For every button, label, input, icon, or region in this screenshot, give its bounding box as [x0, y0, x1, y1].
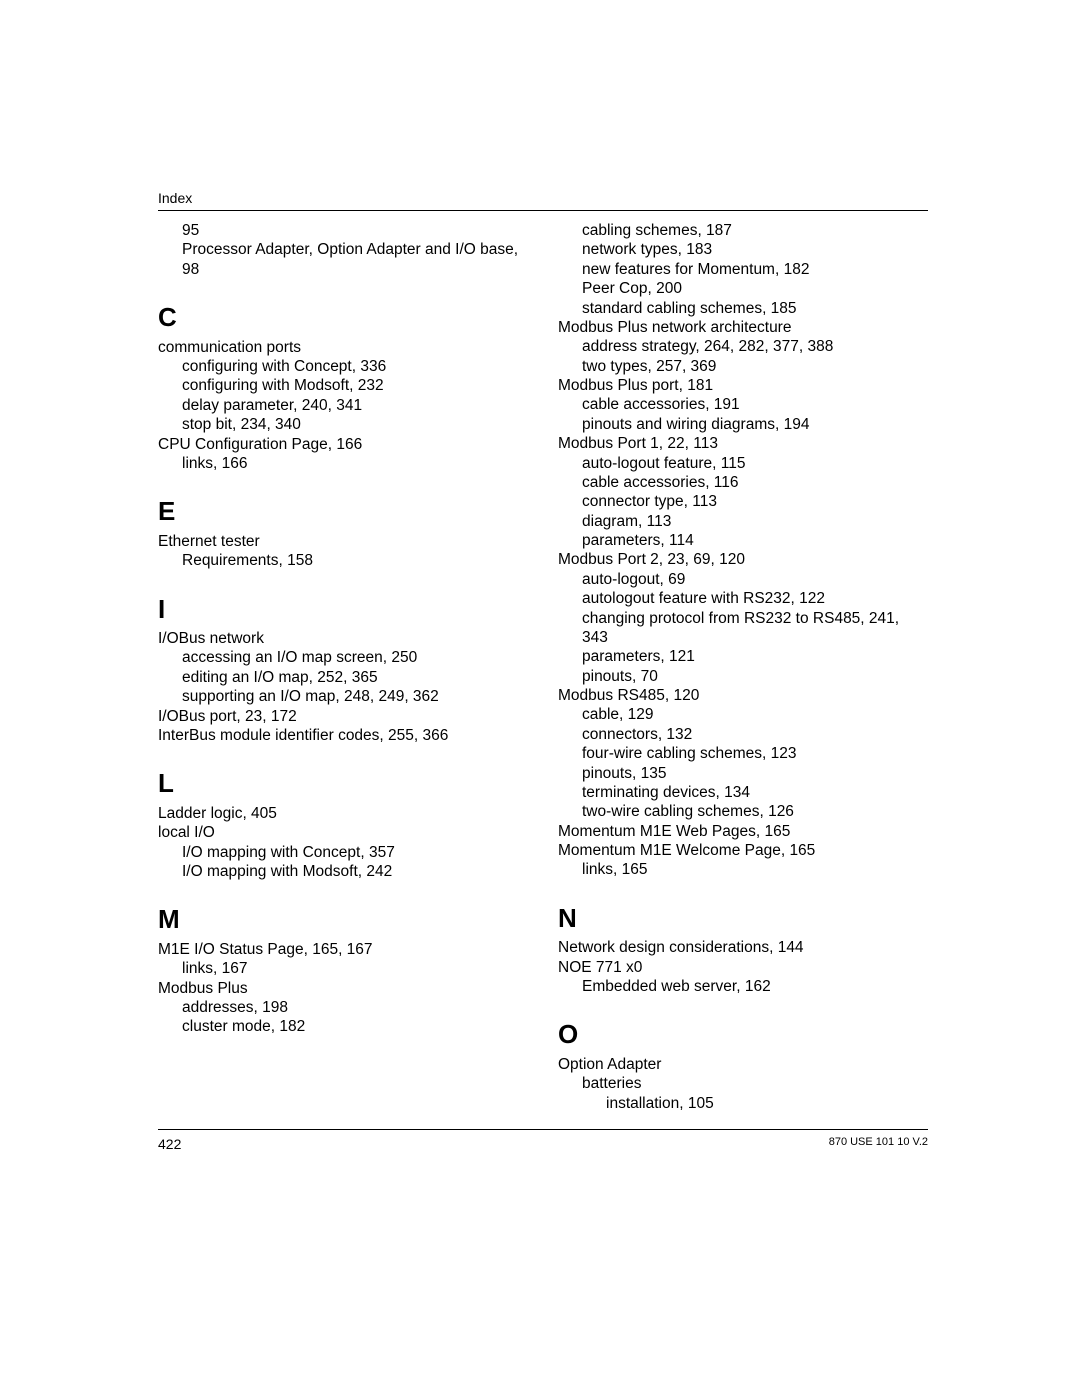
index-entry: auto-logout, 69: [558, 570, 928, 589]
index-entry: Ladder logic, 405: [158, 804, 528, 823]
index-entry: Ethernet tester: [158, 532, 528, 551]
index-entry: connectors, 132: [558, 725, 928, 744]
index-entry: cluster mode, 182: [158, 1017, 528, 1036]
doc-reference: 870 USE 101 10 V.2: [829, 1136, 928, 1152]
index-entry: stop bit, 234, 340: [158, 415, 528, 434]
index-entry: I/OBus network: [158, 629, 528, 648]
index-entry: delay parameter, 240, 341: [158, 396, 528, 415]
index-entry: Modbus RS485, 120: [558, 686, 928, 705]
index-entry: supporting an I/O map, 248, 249, 362: [158, 687, 528, 706]
index-entry: pinouts, 135: [558, 764, 928, 783]
index-entry: installation, 105: [558, 1094, 928, 1113]
footer-rule: [158, 1129, 928, 1130]
index-entry: address strategy, 264, 282, 377, 388: [558, 337, 928, 356]
index-entry: terminating devices, 134: [558, 783, 928, 802]
index-entry: Momentum M1E Web Pages, 165: [558, 822, 928, 841]
index-entry: Network design considerations, 144: [558, 938, 928, 957]
index-entry: Peer Cop, 200: [558, 279, 928, 298]
section-letter: L: [158, 767, 528, 800]
index-entry: NOE 771 x0: [558, 958, 928, 977]
index-entry: Momentum M1E Welcome Page, 165: [558, 841, 928, 860]
index-entry: cable, 129: [558, 705, 928, 724]
index-entry: cable accessories, 191: [558, 395, 928, 414]
index-entry: batteries: [558, 1074, 928, 1093]
index-entry: standard cabling schemes, 185: [558, 299, 928, 318]
index-entry: I/OBus port, 23, 172: [158, 707, 528, 726]
index-entry: network types, 183: [558, 240, 928, 259]
index-entry: connector type, 113: [558, 492, 928, 511]
index-entry: parameters, 114: [558, 531, 928, 550]
index-entry: links, 166: [158, 454, 528, 473]
index-column-right: cabling schemes, 187network types, 183ne…: [558, 221, 928, 1113]
index-entry: links, 167: [158, 959, 528, 978]
page-footer: 422 870 USE 101 10 V.2: [158, 1136, 928, 1152]
index-entry: pinouts and wiring diagrams, 194: [558, 415, 928, 434]
index-entry: accessing an I/O map screen, 250: [158, 648, 528, 667]
index-entry: auto-logout feature, 115: [558, 454, 928, 473]
index-columns: 95Processor Adapter, Option Adapter and …: [158, 221, 928, 1113]
index-entry: two-wire cabling schemes, 126: [558, 802, 928, 821]
index-entry: links, 165: [558, 860, 928, 879]
index-entry: Modbus Plus port, 181: [558, 376, 928, 395]
index-entry: changing protocol from RS232 to RS485, 2…: [558, 609, 928, 648]
index-entry: I/O mapping with Modsoft, 242: [158, 862, 528, 881]
section-letter: C: [158, 301, 528, 334]
index-page: Index 95Processor Adapter, Option Adapte…: [158, 190, 928, 1152]
index-entry: configuring with Concept, 336: [158, 357, 528, 376]
index-column-left: 95Processor Adapter, Option Adapter and …: [158, 221, 528, 1113]
index-entry: M1E I/O Status Page, 165, 167: [158, 940, 528, 959]
page-header: Index: [158, 190, 928, 206]
index-entry: parameters, 121: [558, 647, 928, 666]
index-entry: autologout feature with RS232, 122: [558, 589, 928, 608]
index-entry: editing an I/O map, 252, 365: [158, 668, 528, 687]
index-entry: new features for Momentum, 182: [558, 260, 928, 279]
index-entry: communication ports: [158, 338, 528, 357]
index-entry: two types, 257, 369: [558, 357, 928, 376]
index-entry: Processor Adapter, Option Adapter and I/…: [158, 240, 528, 279]
index-entry: configuring with Modsoft, 232: [158, 376, 528, 395]
index-entry: 95: [158, 221, 528, 240]
index-entry: local I/O: [158, 823, 528, 842]
header-rule: [158, 210, 928, 211]
index-entry: Option Adapter: [558, 1055, 928, 1074]
index-entry: CPU Configuration Page, 166: [158, 435, 528, 454]
section-letter: I: [158, 593, 528, 626]
index-entry: I/O mapping with Concept, 357: [158, 843, 528, 862]
section-letter: N: [558, 902, 928, 935]
index-entry: cable accessories, 116: [558, 473, 928, 492]
index-entry: InterBus module identifier codes, 255, 3…: [158, 726, 528, 745]
index-entry: Modbus Plus: [158, 979, 528, 998]
index-entry: addresses, 198: [158, 998, 528, 1017]
index-entry: Embedded web server, 162: [558, 977, 928, 996]
index-entry: Requirements, 158: [158, 551, 528, 570]
index-entry: Modbus Port 1, 22, 113: [558, 434, 928, 453]
index-entry: Modbus Port 2, 23, 69, 120: [558, 550, 928, 569]
index-entry: four-wire cabling schemes, 123: [558, 744, 928, 763]
section-letter: M: [158, 903, 528, 936]
page-number: 422: [158, 1136, 181, 1152]
section-letter: E: [158, 495, 528, 528]
index-entry: Modbus Plus network architecture: [558, 318, 928, 337]
section-letter: O: [558, 1018, 928, 1051]
index-entry: pinouts, 70: [558, 667, 928, 686]
index-entry: diagram, 113: [558, 512, 928, 531]
index-entry: cabling schemes, 187: [558, 221, 928, 240]
